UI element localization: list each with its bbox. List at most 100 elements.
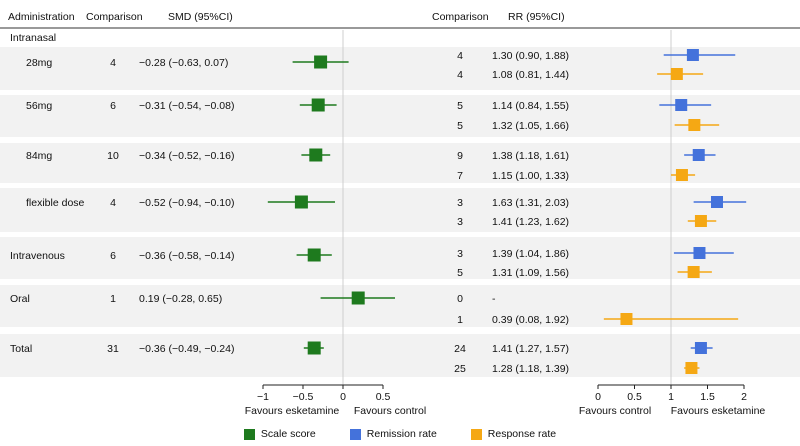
- row-label-28mg: 28mg: [26, 57, 52, 69]
- response-ci-label-84mg: 1.15 (1.00, 1.33): [492, 170, 569, 182]
- row-label-total: Total: [10, 343, 32, 355]
- remission-n-oral: 0: [457, 293, 463, 305]
- response-n-flexible-dose: 3: [457, 216, 463, 228]
- legend-label-scale-score: Scale score: [260, 428, 316, 440]
- rr-tick-label-0: 0: [595, 391, 601, 403]
- rr-axis-label-left: Favours control: [579, 405, 651, 417]
- response-ci-label-intravenous: 1.31 (1.09, 1.56): [492, 267, 569, 279]
- smd-ci-label-total: −0.36 (−0.49, −0.24): [139, 343, 234, 355]
- remission-ci-label-oral: -: [492, 293, 496, 305]
- rr-tick-label-3: 1.5: [700, 391, 715, 403]
- legend-item-remission-rate: Remission rate: [349, 428, 437, 440]
- remission-n-total: 24: [454, 343, 466, 355]
- row-band-oral: [0, 285, 800, 327]
- smd-n-84mg: 10: [107, 150, 119, 162]
- response-ci-label-total: 1.28 (1.18, 1.39): [492, 363, 569, 375]
- response-ci-label-oral: 0.39 (0.08, 1.92): [492, 314, 569, 326]
- rr-tick-label-2: 1: [668, 391, 674, 403]
- smd-tick-label-0: −1: [257, 391, 269, 403]
- smd-ci-label-84mg: −0.34 (−0.52, −0.16): [139, 150, 234, 162]
- remission-ci-label-intravenous: 1.39 (1.04, 1.86): [492, 248, 569, 260]
- response-ci-label-28mg: 1.08 (0.81, 1.44): [492, 69, 569, 81]
- rr-tick-label-4: 2: [741, 391, 747, 403]
- remission-point-84mg: [692, 149, 705, 161]
- remission-ci-label-flexible-dose: 1.63 (1.31, 2.03): [492, 197, 569, 209]
- smd-n-intravenous: 6: [110, 250, 116, 262]
- row-label-56mg: 56mg: [26, 100, 52, 112]
- legend-label-response-rate: Response rate: [487, 428, 557, 440]
- remission-n-intravenous: 3: [457, 248, 463, 260]
- smd-tick-label-2: 0: [340, 391, 346, 403]
- response-point-28mg: [670, 68, 683, 80]
- section-label-intranasal: Intranasal: [10, 32, 56, 44]
- row-label-oral: Oral: [10, 293, 30, 305]
- header-rr: RR (95%CI): [508, 11, 565, 23]
- response-point-56mg: [688, 119, 701, 131]
- legend-label-remission-rate: Remission rate: [366, 428, 437, 440]
- smd-point-oral: [351, 291, 365, 305]
- response-point-intravenous: [687, 266, 700, 278]
- remission-ci-label-56mg: 1.14 (0.84, 1.55): [492, 100, 569, 112]
- legend-item-response-rate: Response rate: [470, 428, 557, 440]
- smd-n-flexible-dose: 4: [110, 197, 116, 209]
- smd-axis-label-left: Favours esketamine: [245, 405, 340, 417]
- row-band-flexible-dose: [0, 188, 800, 232]
- smd-point-56mg: [311, 98, 325, 112]
- smd-point-28mg: [314, 55, 328, 69]
- row-band-84mg: [0, 143, 800, 183]
- response-point-flexible-dose: [694, 215, 707, 227]
- row-band-total: [0, 334, 800, 377]
- response-n-intravenous: 5: [457, 267, 463, 279]
- remission-point-28mg: [686, 49, 699, 61]
- row-band-28mg: [0, 47, 800, 90]
- smd-point-total: [307, 341, 321, 355]
- legend: Scale score Remission rate Response rate: [0, 424, 800, 444]
- remission-n-flexible-dose: 3: [457, 197, 463, 209]
- response-point-oral: [620, 313, 633, 325]
- response-n-56mg: 5: [457, 120, 463, 132]
- smd-n-oral: 1: [110, 293, 116, 305]
- forest-plot: Administration Comparison SMD (95%CI) Compa…: [0, 11, 800, 417]
- remission-ci-label-84mg: 1.38 (1.18, 1.61): [492, 150, 569, 162]
- row-label-flexible-dose: flexible dose: [26, 197, 85, 209]
- response-n-28mg: 4: [457, 69, 463, 81]
- rr-axis-label-right: Favours esketamine: [671, 405, 766, 417]
- header-administration: Administration: [8, 11, 75, 23]
- remission-point-total: [694, 342, 707, 354]
- remission-ci-label-total: 1.41 (1.27, 1.57): [492, 343, 569, 355]
- response-point-84mg: [675, 169, 688, 181]
- remission-ci-label-28mg: 1.30 (0.90, 1.88): [492, 50, 569, 62]
- response-n-total: 25: [454, 363, 466, 375]
- remission-n-56mg: 5: [457, 100, 463, 112]
- row-band-56mg: [0, 95, 800, 137]
- legend-swatch-remission-rate: [349, 428, 361, 440]
- smd-ci-label-intravenous: −0.36 (−0.58, −0.14): [139, 250, 234, 262]
- row-label-intravenous: Intravenous: [10, 250, 65, 262]
- response-n-oral: 1: [457, 314, 463, 326]
- header-smd: SMD (95%CI): [168, 11, 233, 23]
- smd-n-56mg: 6: [110, 100, 116, 112]
- response-n-84mg: 7: [457, 170, 463, 182]
- smd-ci-label-56mg: −0.31 (−0.54, −0.08): [139, 100, 234, 112]
- smd-n-28mg: 4: [110, 57, 116, 69]
- response-ci-label-56mg: 1.32 (1.05, 1.66): [492, 120, 569, 132]
- remission-point-intravenous: [693, 247, 706, 259]
- smd-point-flexible-dose: [294, 195, 308, 209]
- smd-ci-label-oral: 0.19 (−0.28, 0.65): [139, 293, 222, 305]
- legend-item-scale-score: Scale score: [243, 428, 316, 440]
- smd-point-84mg: [309, 148, 323, 162]
- remission-point-56mg: [675, 99, 688, 111]
- legend-swatch-scale-score: [243, 428, 255, 440]
- legend-swatch-response-rate: [470, 428, 482, 440]
- remission-n-84mg: 9: [457, 150, 463, 162]
- smd-point-intravenous: [307, 248, 321, 262]
- row-label-84mg: 84mg: [26, 150, 52, 162]
- remission-point-flexible-dose: [710, 196, 723, 208]
- smd-tick-label-1: −0.5: [293, 391, 314, 403]
- header-comparison-right: Comparison: [432, 11, 489, 23]
- response-ci-label-flexible-dose: 1.41 (1.23, 1.62): [492, 216, 569, 228]
- smd-ci-label-28mg: −0.28 (−0.63, 0.07): [139, 57, 228, 69]
- smd-ci-label-flexible-dose: −0.52 (−0.94, −0.10): [139, 197, 234, 209]
- smd-axis-label-right: Favours control: [354, 405, 426, 417]
- smd-n-total: 31: [107, 343, 119, 355]
